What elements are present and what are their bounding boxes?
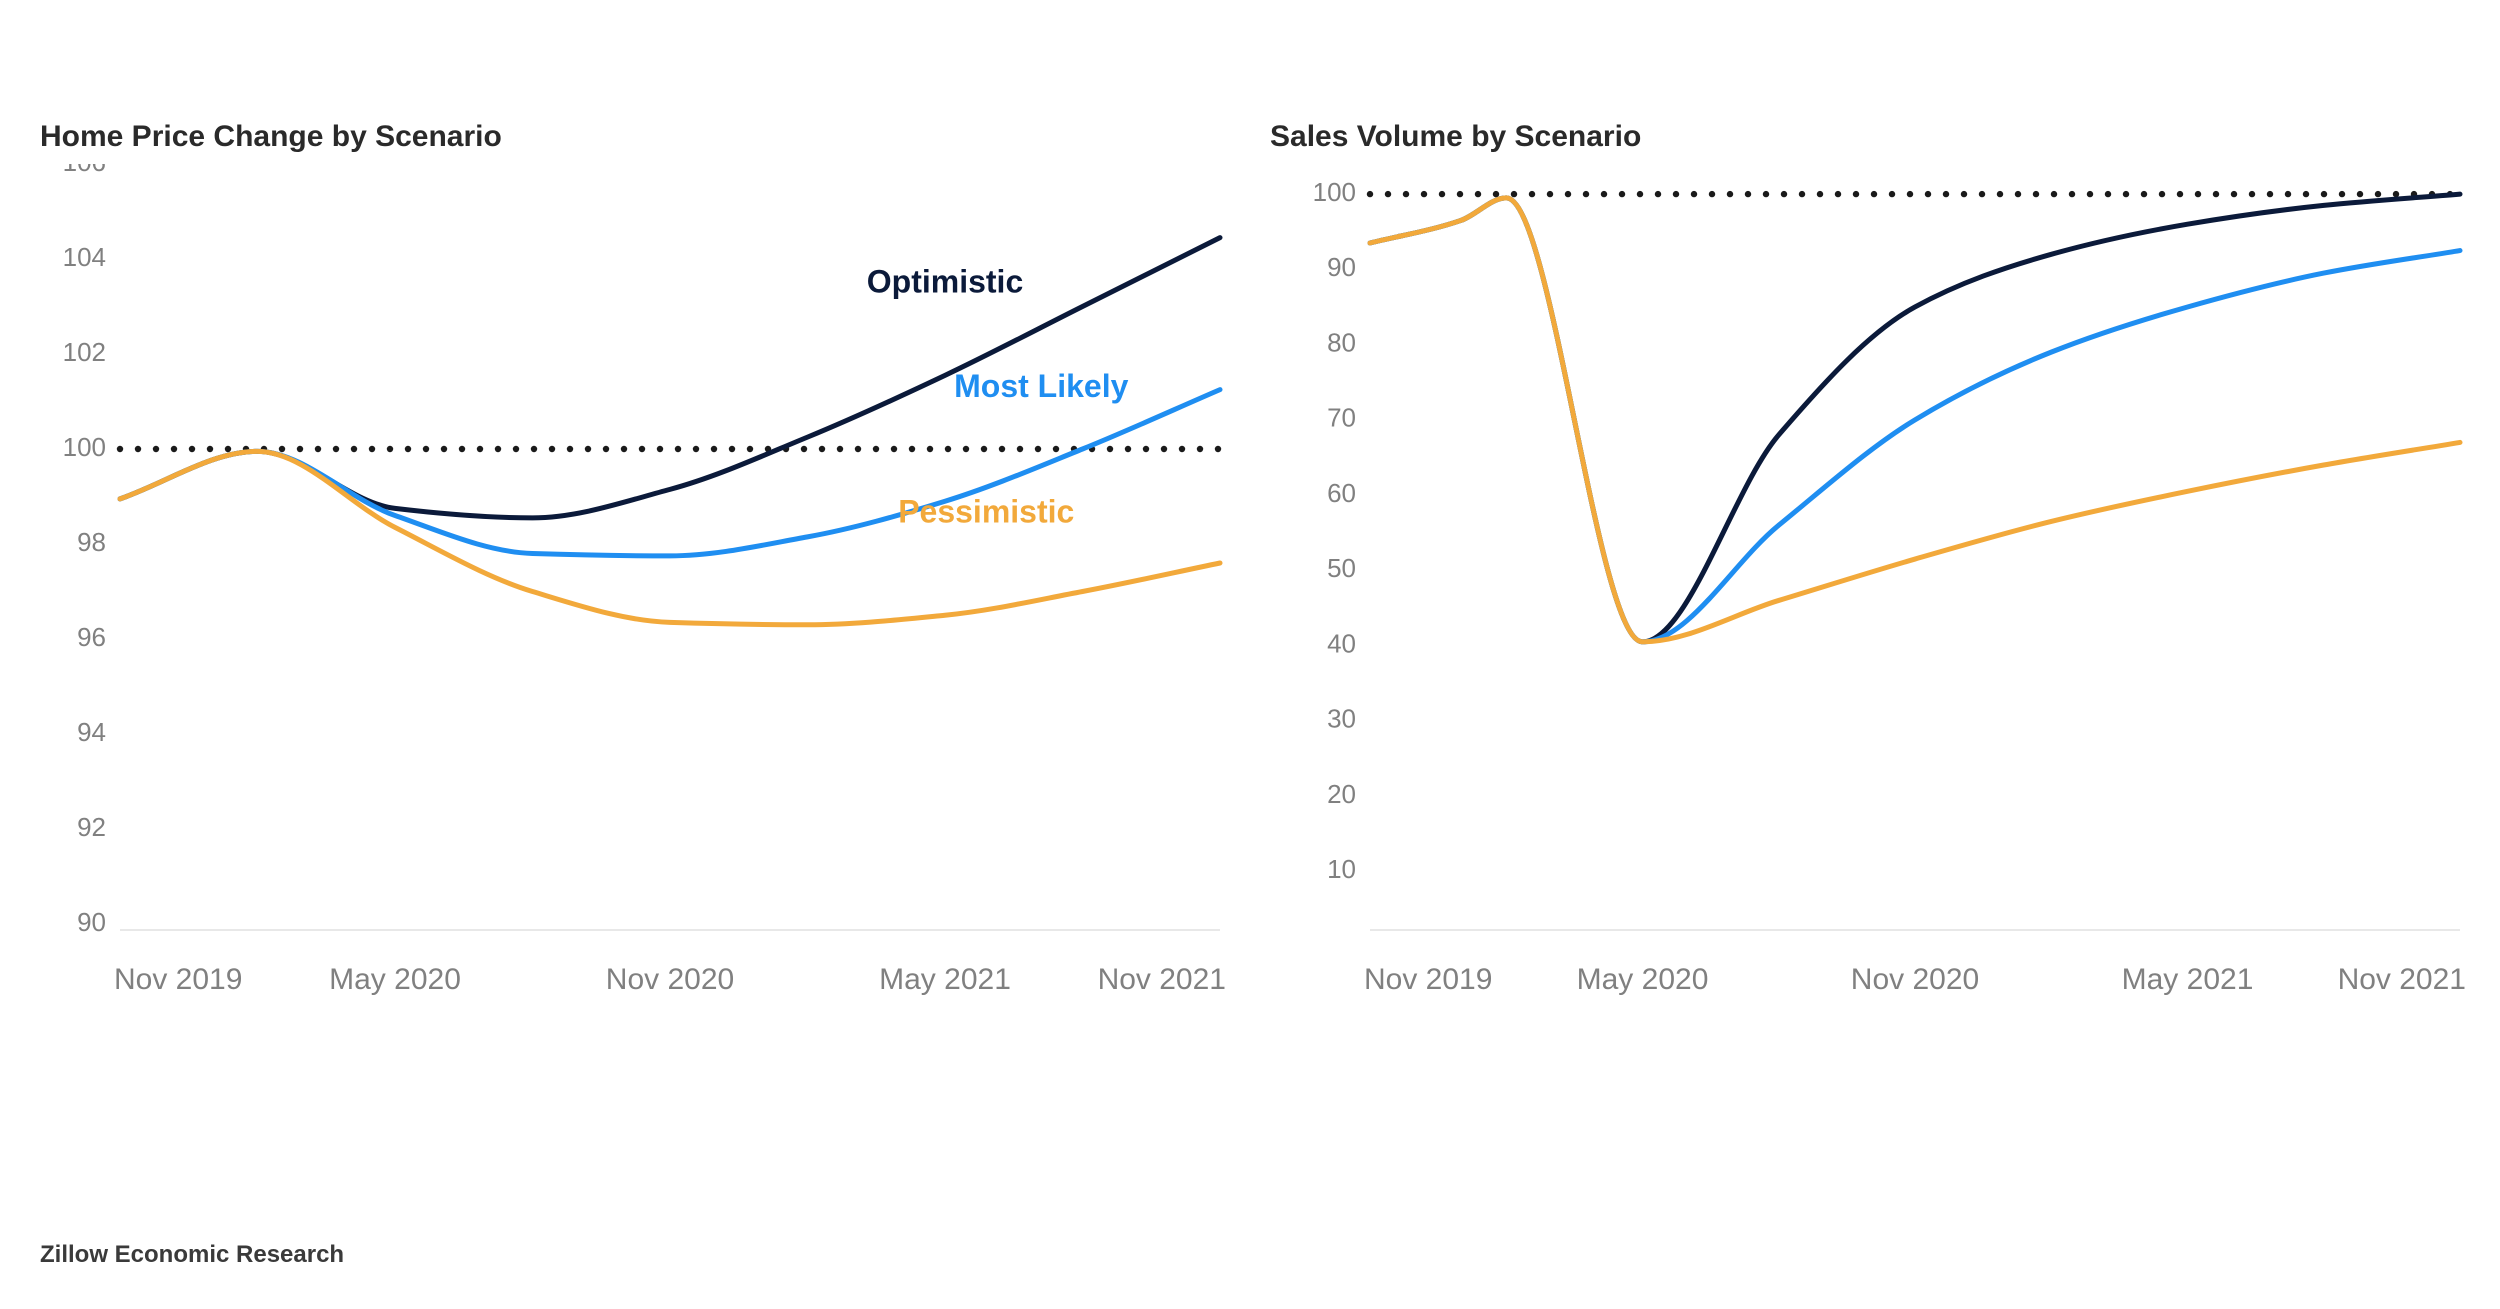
y-tick-label: 102 (63, 337, 106, 367)
series-label-optimistic: Optimistic (867, 263, 1023, 299)
panel-sales-volume: Sales Volume by Scenario 10 20 30 40 50 60 70 8… (1270, 120, 2470, 1269)
chart-svg-sales-volume: 10 20 30 40 50 60 70 80 90 100 Nov 2019 May 2020 Nov… (1270, 164, 2470, 1269)
y-tick-label: 60 (1327, 478, 1356, 508)
y-tick-label: 92 (77, 812, 106, 842)
panel-title-home-price: Home Price Change by Scenario (40, 120, 1240, 154)
x-tick-label: Nov 2019 (1364, 963, 1492, 996)
x-tick-label: May 2021 (879, 963, 1011, 996)
x-tick-label: Nov 2020 (1851, 963, 1979, 996)
series-label-most-likely: Most Likely (954, 368, 1128, 404)
series-line-most-likely (1370, 198, 2460, 642)
y-tick-label: 100 (63, 432, 106, 462)
y-tick-label: 70 (1327, 403, 1356, 433)
y-tick-label: 104 (63, 242, 106, 272)
y-tick-label: 10 (1327, 854, 1356, 884)
y-tick-label: 100 (1313, 177, 1356, 207)
source-label: Zillow Economic Research (40, 1241, 1240, 1269)
y-tick-label: 80 (1327, 327, 1356, 357)
y-tick-label: 90 (77, 907, 106, 937)
y-tick-label: 98 (77, 527, 106, 557)
panel-title-sales-volume: Sales Volume by Scenario (1270, 120, 2470, 154)
x-tick-label: Nov 2021 (1098, 963, 1226, 996)
svg-home-price: 90 92 94 96 98 100 102 104 106 Nov 2019 May 2020 No… (40, 164, 1240, 1014)
chart-svg-home-price: 90 92 94 96 98 100 102 104 106 Nov 2019 May 2020 No… (40, 164, 1240, 1231)
panel-home-price: Home Price Change by Scenario 90 92 94 96 98… (40, 120, 1240, 1269)
y-tick-label: 30 (1327, 704, 1356, 734)
page-root: Home Price Change by Scenario 90 92 94 96 98… (0, 0, 2500, 1309)
x-tick-label: Nov 2020 (606, 963, 734, 996)
reference-line (117, 446, 1221, 452)
x-tick-label: May 2021 (2122, 963, 2254, 996)
svg-sales-volume: 10 20 30 40 50 60 70 80 90 100 Nov 2019 May 2020 Nov… (1270, 164, 2470, 1014)
x-tick-label: May 2020 (329, 963, 461, 996)
charts-row: Home Price Change by Scenario 90 92 94 96 98… (40, 120, 2460, 1269)
y-tick-label: 50 (1327, 553, 1356, 583)
x-tick-label: Nov 2021 (2338, 963, 2466, 996)
x-tick-label: May 2020 (1577, 963, 1709, 996)
series-line-most-likely (120, 390, 1220, 556)
x-tick-label: Nov 2019 (114, 963, 242, 996)
y-tick-label: 94 (77, 717, 106, 747)
reference-line (1367, 191, 2453, 197)
y-tick-label: 96 (77, 622, 106, 652)
y-tick-label: 40 (1327, 628, 1356, 658)
y-tick-label: 90 (1327, 252, 1356, 282)
y-tick-label: 20 (1327, 779, 1356, 809)
series-line-pessimistic (120, 451, 1220, 624)
y-tick-label: 106 (63, 164, 106, 177)
series-label-pessimistic: Pessimistic (898, 494, 1074, 530)
